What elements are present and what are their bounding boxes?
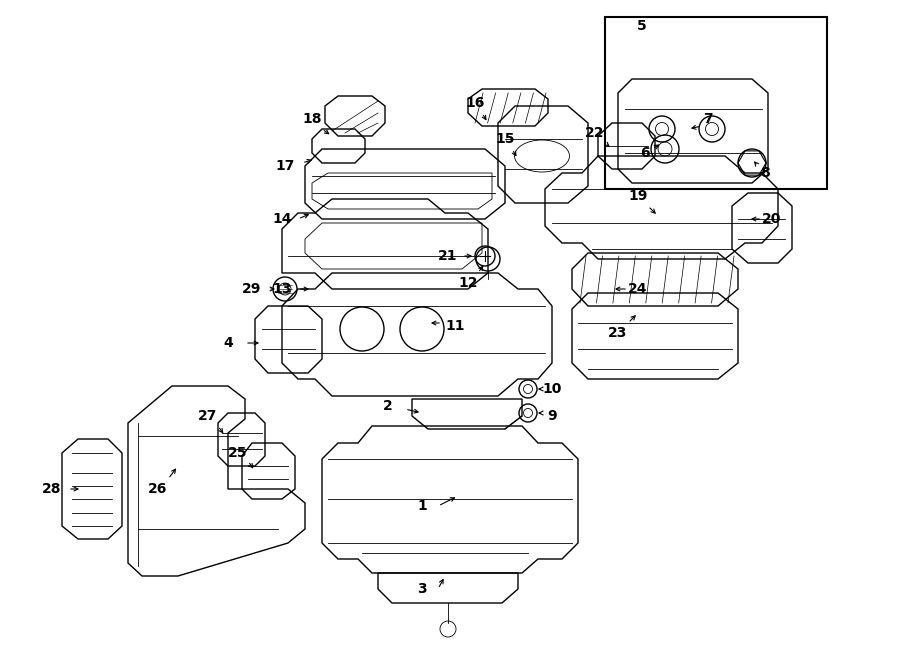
- Text: 13: 13: [273, 282, 292, 296]
- Text: 8: 8: [760, 166, 770, 180]
- Text: 26: 26: [148, 482, 167, 496]
- Text: 29: 29: [242, 282, 262, 296]
- Text: 28: 28: [42, 482, 62, 496]
- Text: 23: 23: [608, 326, 627, 340]
- Text: 10: 10: [543, 382, 562, 396]
- Text: 24: 24: [628, 282, 648, 296]
- Text: 27: 27: [198, 409, 218, 423]
- Text: 21: 21: [438, 249, 458, 263]
- Text: 18: 18: [302, 112, 322, 126]
- Text: 7: 7: [703, 112, 713, 126]
- Text: 1: 1: [417, 499, 427, 513]
- Text: 2: 2: [383, 399, 393, 413]
- Text: 3: 3: [418, 582, 427, 596]
- Text: 12: 12: [458, 276, 478, 290]
- Text: 20: 20: [762, 212, 782, 226]
- Text: 17: 17: [275, 159, 294, 173]
- Text: 9: 9: [547, 409, 557, 423]
- Bar: [605, 17, 827, 189]
- Text: 16: 16: [465, 96, 485, 110]
- Text: 19: 19: [628, 189, 648, 203]
- Text: 22: 22: [585, 126, 605, 140]
- Text: 15: 15: [495, 132, 515, 146]
- Text: 14: 14: [272, 212, 292, 226]
- Text: 25: 25: [229, 446, 248, 460]
- Text: 11: 11: [446, 319, 464, 333]
- Text: 6: 6: [640, 146, 650, 160]
- Text: 5: 5: [637, 19, 647, 33]
- Text: 4: 4: [223, 336, 233, 350]
